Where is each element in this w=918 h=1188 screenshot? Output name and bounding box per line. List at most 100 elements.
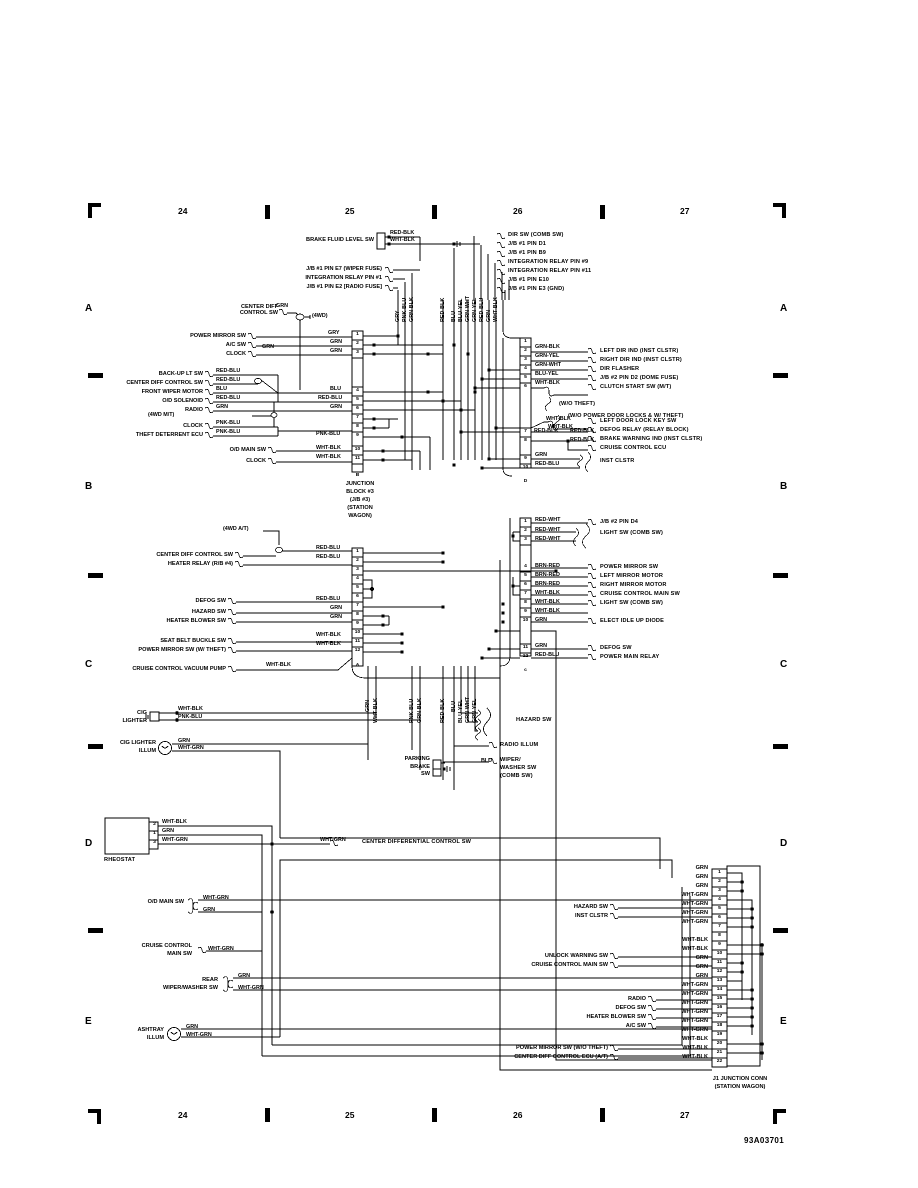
wire-label-rww-wht-grn: WHT-GRN (238, 985, 264, 991)
corner-mark-bl (88, 1109, 101, 1113)
device-back-up-lt-sw: BACK-UP LT SW (158, 371, 203, 377)
rheostat-pin-3: 3 (153, 840, 156, 845)
pin-number-j1-21: 21 (716, 1050, 723, 1055)
device-light-sw-comb-sw-c: LIGHT SW (COMB SW) (600, 530, 663, 536)
vertical-wire-label-pnk-blu: PNK-BLU (402, 297, 408, 322)
note-4wd-mt: (4WD M/T) (148, 412, 175, 418)
wire-label-rww-grn: GRN (238, 973, 250, 979)
wire-label-j1-13: GRN (695, 973, 708, 979)
pin-number-d4: 4 (524, 366, 527, 371)
wire-label-grn-acsw: GRN (262, 344, 274, 350)
pin-number-a9: 9 (356, 621, 359, 626)
device-od-main-sw-b10: O/D MAIN SW (229, 447, 266, 453)
pin-number-b1: 1 (356, 332, 359, 337)
wire-label-pnk-blu-clock: PNK-BLU (216, 420, 241, 426)
device-cruise-control-main-sw-c7: CRUISE CONTROL MAIN SW (600, 591, 680, 597)
pin-number-j1-3: 3 (718, 888, 721, 893)
wiper-washer-sw-label: WIPER/ WASHER SW (COMB SW) (500, 757, 537, 780)
wire-label-j1-11: GRN (695, 955, 708, 961)
device-power-main-relay: POWER MAIN RELAY (600, 654, 660, 660)
grid-number-bottom-27: 27 (680, 1110, 690, 1120)
feed-jb1-pin-e10: J/B #1 PIN E10 (508, 277, 549, 283)
device-heater-blower-sw-j1: HEATER BLOWER SW (586, 1014, 646, 1020)
corner-mark-tr2 (782, 203, 786, 218)
pin-number-j1-18: 18 (716, 1023, 723, 1028)
connector-id-d: D (523, 479, 528, 484)
corner-mark-bl2 (97, 1109, 101, 1124)
wire-label-b9-pnk-blu: PNK-BLU (316, 431, 341, 437)
feed-integration-relay-pin-9: INTEGRATION RELAY PIN #9 (508, 259, 589, 265)
feed-integration-relay-pin-1: INTEGRATION RELAY PIN #1 (305, 275, 382, 281)
device-unlock-warning-sw: UNLOCK WARNING SW (544, 953, 608, 959)
vertical-wire-label-red-blk-b: RED-BLK (440, 698, 446, 723)
wire-label-j1-6: WHT-GRN (681, 910, 708, 916)
connector-id-b: B (355, 473, 360, 478)
wire-label-d3-grn-wht: GRN-WHT (535, 362, 562, 368)
pin-number-d5: 5 (524, 375, 527, 380)
rheostat-pin-1: 1 (153, 831, 156, 836)
grid-number-top-25: 25 (345, 206, 355, 216)
wire-label-j1-21: WHT-BLK (682, 1045, 708, 1051)
wire-label-red-blu-odsol: RED-BLU (216, 395, 241, 401)
pin-number-c3: 3 (524, 537, 527, 542)
pin-number-c11: 11 (522, 645, 529, 650)
device-defog-sw-j1: DEFOG SW (615, 1005, 646, 1011)
pin-number-j1-16: 16 (716, 1005, 723, 1010)
device-light-sw-comb-sw-c8: LIGHT SW (COMB SW) (600, 600, 663, 606)
device-dir-flasher: DIR FLASHER (600, 366, 640, 372)
device-left-dir-ind: LEFT DIR IND (INST CLSTR) (600, 348, 679, 354)
device-clock-b9: CLOCK (183, 423, 203, 429)
pin-number-a4: 4 (356, 576, 359, 581)
corner-mark-tl (88, 203, 101, 207)
vertical-wire-label-grn-blk: GRN-BLK (409, 297, 415, 322)
wire-label-red-blu-cdcs: RED-BLU (216, 377, 241, 383)
wire-label-j1-4: WHT-GRN (681, 892, 708, 898)
connector-id-a: A (355, 663, 360, 668)
device-power-mirror-sw-b1: POWER MIRROR SW (190, 333, 246, 339)
wire-label-c9-wht-blk: WHT-BLK (535, 608, 560, 614)
pin-number-c9: 9 (524, 609, 527, 614)
device-right-dir-ind: RIGHT DIR IND (INST CLSTR) (600, 357, 682, 363)
hazard-sw-label-mid: HAZARD SW (516, 717, 552, 723)
tick-top-3 (600, 205, 605, 219)
vertical-wire-label-red-blu: RED-BLU (479, 297, 485, 322)
device-cruise-control-main-sw-j1: CRUISE CONTROL MAIN SW (531, 962, 608, 968)
device-inst-clstr-j1: INST CLSTR (575, 913, 608, 919)
pin-number-a5: 5 (356, 585, 359, 590)
vertical-wire-label-grn: GRN (486, 310, 492, 322)
radio-illum-label: RADIO ILLUM (500, 742, 539, 748)
pin-number-c8: 8 (524, 600, 527, 605)
grid-number-top-27: 27 (680, 206, 690, 216)
wire-label-b2-grn: GRN (330, 339, 342, 345)
feed-integration-relay-pin-11: INTEGRATION RELAY PIN #11 (508, 268, 592, 274)
corner-mark-br (773, 1109, 786, 1113)
vertical-wire-label-grn-wht-b: GRN-WHT (465, 696, 471, 723)
tick-bottom-2 (432, 1108, 437, 1122)
wire-label-b11-wht-blk: WHT-BLK (316, 454, 341, 460)
pin-number-c4: 4 (524, 564, 527, 569)
device-front-wiper-motor: FRONT WIPER MOTOR (141, 389, 203, 395)
pin-number-j1-2: 2 (718, 879, 721, 884)
wire-label-b10-wht-blk: WHT-BLK (316, 445, 341, 451)
wire-label-rheo-wht-grn: WHT-GRN (162, 837, 188, 843)
wire-label-a12-wht-blk: WHT-BLK (316, 641, 341, 647)
vertical-wire-label-red-blk: RED-BLK (440, 297, 446, 322)
grid-number-top-26: 26 (513, 206, 523, 216)
device-od-main-sw-bottom: O/D MAIN SW (147, 899, 184, 905)
note-wo-power-door-locks: (W/O POWER DOOR LOCKS & W/ THEFT) (568, 413, 684, 419)
junction-block-3-name: JUNCTION BLOCK #3 (J/B #3) (STATION WAGO… (345, 481, 375, 520)
device-cruise-control-vacuum-pump: CRUISE CONTROL VACUUM PUMP (132, 666, 226, 672)
wire-label-odmain-grn: GRN (203, 907, 215, 913)
wire-label-c6-brn-red: BRN-RED (535, 581, 560, 587)
vertical-wire-label-pnk-blu-b: PNK-BLU (409, 698, 415, 723)
row-letter-d-right: D (780, 838, 788, 849)
wire-label-d8-red-blk-c: RED-BLK (570, 437, 595, 443)
pin-number-j1-17: 17 (716, 1014, 723, 1019)
wire-label-b4-blu: BLU (330, 386, 342, 392)
tick-left-de (88, 928, 103, 933)
pin-number-d7: 7 (524, 429, 527, 434)
pin-number-j1-14: 14 (716, 987, 723, 992)
device-heater-relay-a2: HEATER RELAY (R/B #4) (167, 561, 233, 567)
device-center-diff-control-sw-a1: CENTER DIFF CONTROL SW (156, 552, 233, 558)
pin-number-d2: 2 (524, 348, 527, 353)
